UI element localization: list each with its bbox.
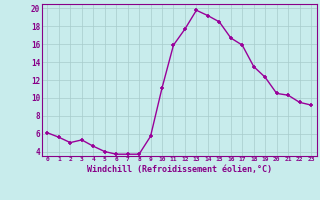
X-axis label: Windchill (Refroidissement éolien,°C): Windchill (Refroidissement éolien,°C)	[87, 165, 272, 174]
